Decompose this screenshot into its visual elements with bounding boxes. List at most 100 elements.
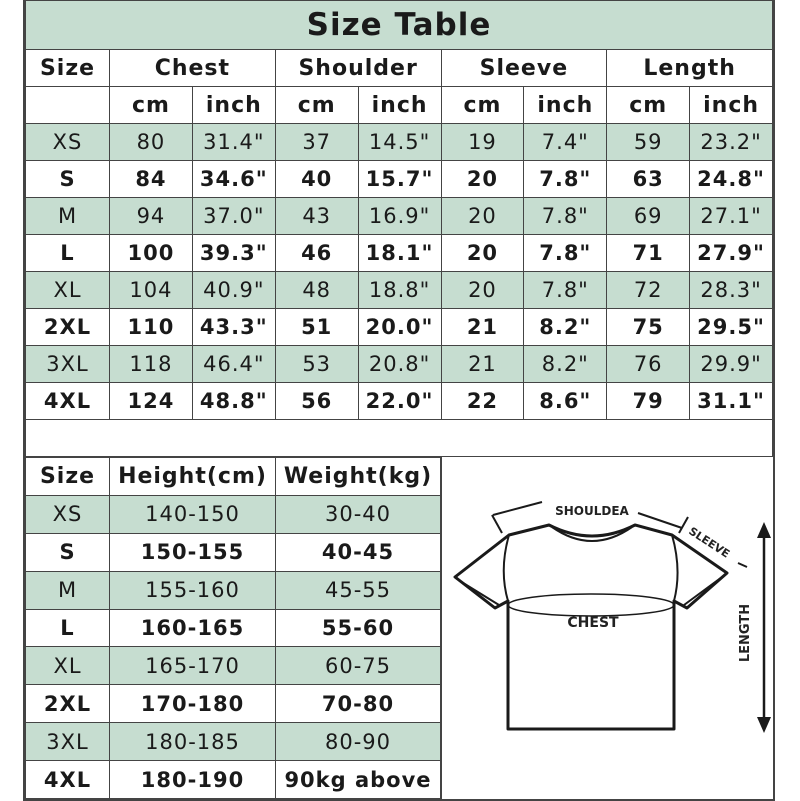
tshirt-diagram: SHOULDEA SLEEVE CHEST LENGTH — [441, 457, 773, 799]
value-cell: 59 — [606, 123, 691, 161]
header-length: Length — [606, 49, 773, 87]
table-row: 3XL 118 46.4" 53 20.8" 21 8.2" 76 29.9" — [25, 345, 773, 383]
table-row: L 160-165 55-60 — [25, 608, 441, 648]
value-cell: 40 — [274, 160, 359, 198]
measurement-table: Size Table Size Chest Shoulder Sleeve Le… — [25, 0, 773, 420]
value-cell: 8.2" — [523, 308, 608, 346]
value-cell: 155-160 — [109, 570, 276, 610]
unit-cm: cm — [440, 86, 525, 124]
table-row: S 84 34.6" 40 15.7" 20 7.8" 63 24.8" — [25, 160, 773, 198]
value-cell: 110 — [109, 308, 193, 346]
spacer-row — [25, 420, 773, 457]
value-cell: 124 — [109, 382, 193, 420]
value-cell: 76 — [606, 345, 691, 383]
value-cell: 94 — [109, 197, 193, 235]
value-cell: 60-75 — [275, 646, 441, 686]
size-cell: 4XL — [25, 760, 110, 799]
value-cell: 28.3" — [689, 271, 773, 309]
header-chest: Chest — [109, 49, 276, 87]
header-weight: Weight(kg) — [275, 457, 441, 496]
value-cell: 165-170 — [109, 646, 276, 686]
value-cell: 75 — [606, 308, 691, 346]
value-cell: 48.8" — [191, 382, 276, 420]
unit-cm: cm — [109, 86, 193, 124]
table-row: M 94 37.0" 43 16.9" 20 7.8" 69 27.1" — [25, 197, 773, 235]
value-cell: 7.4" — [523, 123, 608, 161]
value-cell: 21 — [440, 308, 525, 346]
length-label: LENGTH — [738, 604, 753, 662]
size-cell: 4XL — [25, 382, 110, 420]
value-cell: 45-55 — [275, 570, 441, 610]
tshirt-outline — [453, 523, 729, 731]
size-cell: M — [25, 570, 110, 610]
value-cell: 7.8" — [523, 160, 608, 198]
value-cell: 20 — [440, 197, 525, 235]
unit-inch: inch — [191, 86, 276, 124]
table-row: S 150-155 40-45 — [25, 532, 441, 572]
table-row: 4XL 124 48.8" 56 22.0" 22 8.6" 79 31.1" — [25, 382, 773, 420]
table-row: L 100 39.3" 46 18.1" 20 7.8" 71 27.9" — [25, 234, 773, 272]
value-cell: 71 — [606, 234, 691, 272]
value-cell: 21 — [440, 345, 525, 383]
value-cell: 14.5" — [357, 123, 442, 161]
table-row: 2XL 170-180 70-80 — [25, 684, 441, 724]
value-cell: 104 — [109, 271, 193, 309]
length-arrow-icon — [757, 522, 771, 733]
fit-table: Size Height(cm) Weight(kg) XS 140-150 30-4… — [25, 457, 441, 799]
size-cell: 3XL — [25, 722, 110, 761]
size-cell: XL — [25, 646, 110, 686]
value-cell: 20.0" — [357, 308, 442, 346]
units-row: cm inch cm inch cm inch cm inch — [25, 86, 773, 124]
value-cell: 34.6" — [191, 160, 276, 198]
value-cell: 46 — [274, 234, 359, 272]
sleeve-label: SLEEVE — [686, 525, 732, 561]
value-cell: 8.2" — [523, 345, 608, 383]
table-row: XL 104 40.9" 48 18.8" 20 7.8" 72 28.3" — [25, 271, 773, 309]
value-cell: 7.8" — [523, 197, 608, 235]
table-row: XS 140-150 30-40 — [25, 494, 441, 534]
value-cell: 56 — [274, 382, 359, 420]
size-cell: L — [25, 608, 110, 648]
size-cell: XL — [25, 271, 110, 309]
table-row: 2XL 110 43.3" 51 20.0" 21 8.2" 75 29.5" — [25, 308, 773, 346]
value-cell: 20 — [440, 234, 525, 272]
size-cell: XS — [25, 123, 110, 161]
shoulder-label: SHOULDEA — [555, 504, 629, 518]
value-cell: 100 — [109, 234, 193, 272]
size-cell: M — [25, 197, 110, 235]
value-cell: 15.7" — [357, 160, 442, 198]
header-size: Size — [25, 457, 110, 496]
size-cell: 2XL — [25, 308, 110, 346]
table-row: 4XL 180-190 90kg above — [25, 760, 441, 799]
value-cell: 40.9" — [191, 271, 276, 309]
blank-cell — [25, 420, 773, 457]
unit-cm: cm — [606, 86, 691, 124]
value-cell: 48 — [274, 271, 359, 309]
size-cell: 3XL — [25, 345, 110, 383]
value-cell: 27.1" — [689, 197, 773, 235]
value-cell: 19 — [440, 123, 525, 161]
value-cell: 46.4" — [191, 345, 276, 383]
value-cell: 84 — [109, 160, 193, 198]
unit-inch: inch — [689, 86, 773, 124]
value-cell: 31.4" — [191, 123, 276, 161]
value-cell: 37 — [274, 123, 359, 161]
value-cell: 8.6" — [523, 382, 608, 420]
tshirt-illustration: SHOULDEA SLEEVE CHEST LENGTH — [453, 501, 771, 733]
value-cell: 18.1" — [357, 234, 442, 272]
page-title: Size Table — [25, 0, 773, 50]
size-cell: 2XL — [25, 684, 110, 724]
value-cell: 150-155 — [109, 532, 276, 572]
header-size: Size — [25, 49, 110, 87]
size-cell: L — [25, 234, 110, 272]
size-cell: XS — [25, 494, 110, 534]
value-cell: 22 — [440, 382, 525, 420]
value-cell: 7.8" — [523, 234, 608, 272]
unit-inch: inch — [523, 86, 608, 124]
value-cell: 43 — [274, 197, 359, 235]
value-cell: 29.5" — [689, 308, 773, 346]
measure-lines — [491, 501, 748, 568]
size-chart: Size Table Size Chest Shoulder Sleeve Le… — [23, 0, 775, 801]
value-cell: 20.8" — [357, 345, 442, 383]
header-shoulder: Shoulder — [274, 49, 442, 87]
